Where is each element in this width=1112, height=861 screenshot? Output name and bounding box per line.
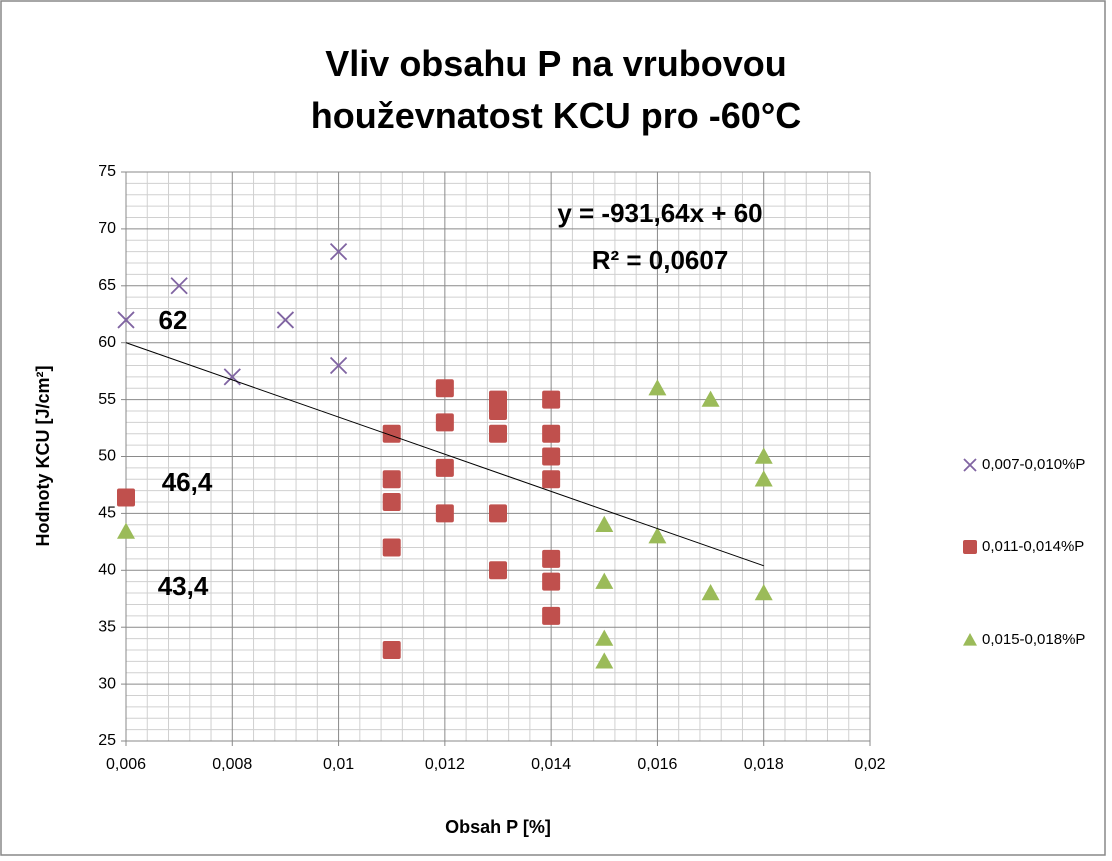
legend-label: 0,011-0,014%P	[982, 538, 1084, 555]
point	[542, 470, 561, 489]
point	[382, 538, 401, 557]
point	[382, 493, 401, 512]
y-tick-label: 55	[98, 391, 116, 408]
y-axis-title: Hodnoty KCU [J/cm²]	[33, 366, 53, 547]
annotation: 43,4	[158, 571, 209, 601]
annotation: y = -931,64x + 60	[557, 198, 762, 228]
y-tick-label: 65	[98, 277, 116, 294]
point	[117, 522, 135, 539]
x-tick-label: 0,01	[323, 756, 354, 773]
point	[701, 390, 720, 407]
legend-label: 0,015-0,018%P	[982, 631, 1085, 648]
chart-title: Vliv obsahu P na vrubovou houževnatost K…	[310, 43, 802, 136]
point	[435, 379, 454, 398]
point	[170, 277, 188, 295]
x-tick-label: 0,02	[854, 756, 885, 773]
trendline	[125, 342, 764, 567]
point	[329, 356, 348, 375]
point	[489, 561, 507, 580]
point	[754, 447, 773, 464]
x-tick-label: 0,016	[637, 756, 677, 773]
point	[595, 652, 614, 669]
point	[754, 470, 773, 487]
point	[329, 243, 348, 261]
point	[595, 629, 614, 646]
annotation: 46,4	[162, 467, 213, 497]
point	[542, 549, 561, 568]
point	[117, 311, 135, 329]
point	[648, 379, 667, 396]
legend-label: 0,007-0,010%P	[982, 456, 1085, 473]
point	[595, 515, 614, 532]
legend-marker	[963, 633, 977, 646]
point	[489, 424, 507, 443]
x-axis-title: Obsah P [%]	[445, 817, 551, 837]
y-tick-label: 70	[98, 220, 116, 237]
x-tick-label: 0,014	[531, 756, 571, 773]
point	[382, 640, 401, 659]
y-tick-label: 35	[98, 618, 116, 635]
point	[435, 413, 454, 432]
y-tick-label: 30	[98, 675, 116, 692]
y-tick-label: 50	[98, 448, 116, 465]
point	[276, 311, 295, 329]
point	[435, 458, 454, 477]
point	[489, 401, 507, 420]
x-tick-label: 0,008	[212, 756, 252, 773]
y-tick-label: 45	[98, 505, 116, 522]
y-tick-label: 40	[98, 562, 116, 579]
point	[595, 572, 614, 589]
point	[542, 447, 561, 466]
point	[117, 488, 135, 507]
y-tick-label: 75	[98, 163, 116, 180]
point	[542, 390, 561, 409]
point	[542, 606, 561, 625]
legend-marker	[963, 458, 977, 472]
point	[489, 504, 507, 523]
point	[648, 527, 667, 544]
point	[542, 424, 561, 443]
annotation: 62	[159, 305, 188, 335]
point	[435, 504, 454, 523]
x-tick-label: 0,012	[425, 756, 465, 773]
point	[754, 584, 773, 601]
x-tick-label: 0,018	[744, 756, 784, 773]
y-tick-label: 60	[98, 334, 116, 351]
point	[382, 424, 401, 443]
point	[542, 572, 561, 591]
y-tick-label: 25	[98, 732, 116, 749]
point	[701, 584, 720, 601]
annotation: R² = 0,0607	[592, 245, 729, 275]
x-tick-label: 0,006	[106, 756, 146, 773]
point	[382, 470, 401, 489]
legend-marker	[963, 540, 977, 554]
